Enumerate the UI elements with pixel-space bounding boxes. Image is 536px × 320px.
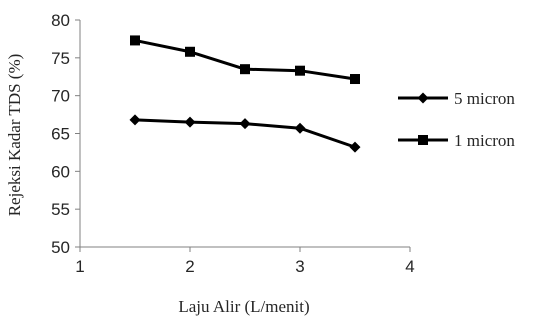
legend-marker <box>417 92 429 104</box>
y-ticks: 50 55 60 65 70 75 80 <box>51 11 80 257</box>
y-tick-label: 50 <box>51 238 70 257</box>
y-tick-label: 70 <box>51 87 70 106</box>
y-tick-label: 80 <box>51 11 70 30</box>
x-tick-label: 3 <box>295 257 304 276</box>
legend-item-1-micron: 1 micron <box>398 131 515 150</box>
legend: 5 micron 1 micron <box>398 89 515 150</box>
y-axis-label: Rejeksi Kadar TDS (%) <box>5 54 24 217</box>
y-tick-label: 60 <box>51 162 70 181</box>
x-tick-label: 4 <box>405 257 414 276</box>
y-tick-label: 65 <box>51 125 70 144</box>
data-point-5-micron <box>349 141 361 153</box>
x-axis-label: Laju Alir (L/menit) <box>178 297 309 316</box>
axes <box>79 20 410 248</box>
data-point-5-micron <box>294 122 306 134</box>
data-point-1-micron <box>350 74 360 85</box>
data-point-1-micron <box>130 35 140 46</box>
data-point-5-micron <box>239 118 251 130</box>
data-point-1-micron <box>185 46 195 57</box>
y-tick-label: 55 <box>51 200 70 219</box>
data-point-1-micron <box>295 65 305 76</box>
x-tick-label: 2 <box>185 257 194 276</box>
legend-label: 5 micron <box>454 89 515 108</box>
series-5-micron <box>129 114 361 153</box>
legend-label: 1 micron <box>454 131 515 150</box>
legend-item-5-micron: 5 micron <box>398 89 515 108</box>
data-point-1-micron <box>240 64 250 75</box>
data-point-5-micron <box>129 114 141 126</box>
series-1-micron <box>130 35 360 85</box>
x-ticks: 1 2 3 4 <box>75 247 415 276</box>
series-layer <box>129 35 361 153</box>
y-tick-label: 75 <box>51 49 70 68</box>
legend-marker <box>418 135 428 145</box>
data-point-5-micron <box>184 116 196 128</box>
x-tick-label: 1 <box>75 257 84 276</box>
